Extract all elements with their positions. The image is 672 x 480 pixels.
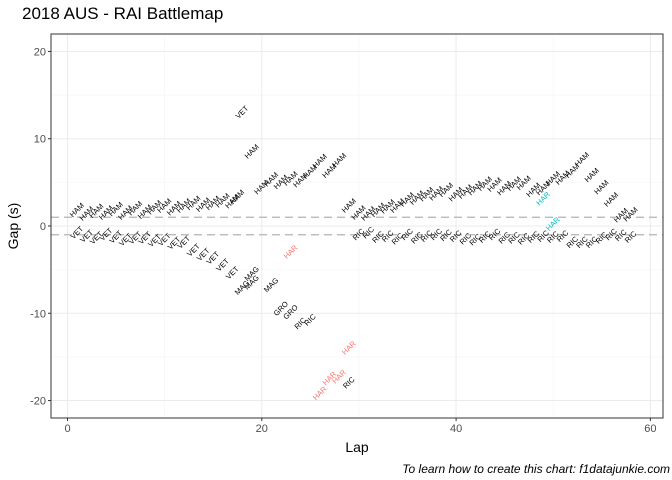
point-label: HAM xyxy=(228,188,246,206)
point-label: HAM xyxy=(602,190,620,208)
point-label: HAR xyxy=(282,243,300,261)
point-label: VET xyxy=(234,104,251,121)
point-label: MAG xyxy=(262,276,281,295)
x-axis-title: Lap xyxy=(345,439,369,455)
point-labels: HAMHAMHAMHAMHAMHAMHAMHAMHAMHAMHAMHAMHAMH… xyxy=(68,104,640,402)
point-label: HAM xyxy=(243,142,261,160)
x-tick-label: 60 xyxy=(644,423,656,435)
x-tick-label: 20 xyxy=(256,423,268,435)
x-tick-label: 0 xyxy=(64,423,70,435)
point-label: HAM xyxy=(573,150,591,168)
y-tick-label: 20 xyxy=(34,46,46,58)
axis-ticks: 0 20 40 60 -20 -10 0 10 20 xyxy=(30,46,656,435)
reference-lines xyxy=(51,216,663,236)
point-label: HAM xyxy=(330,151,348,169)
y-tick-label: -20 xyxy=(30,396,46,408)
chart-caption: To learn how to create this chart: f1dat… xyxy=(402,462,670,476)
chart-title: 2018 AUS - RAI Battlemap xyxy=(22,4,224,23)
grid-lines xyxy=(51,34,663,418)
y-tick-label: -10 xyxy=(30,308,46,320)
x-tick-label: 40 xyxy=(450,423,462,435)
y-axis-title: Gap (s) xyxy=(5,203,21,250)
point-label: HAM xyxy=(592,178,610,196)
point-label: HAM xyxy=(583,166,601,184)
point-label: HAR xyxy=(340,339,358,357)
y-tick-label: 0 xyxy=(40,221,46,233)
y-tick-label: 10 xyxy=(34,134,46,146)
